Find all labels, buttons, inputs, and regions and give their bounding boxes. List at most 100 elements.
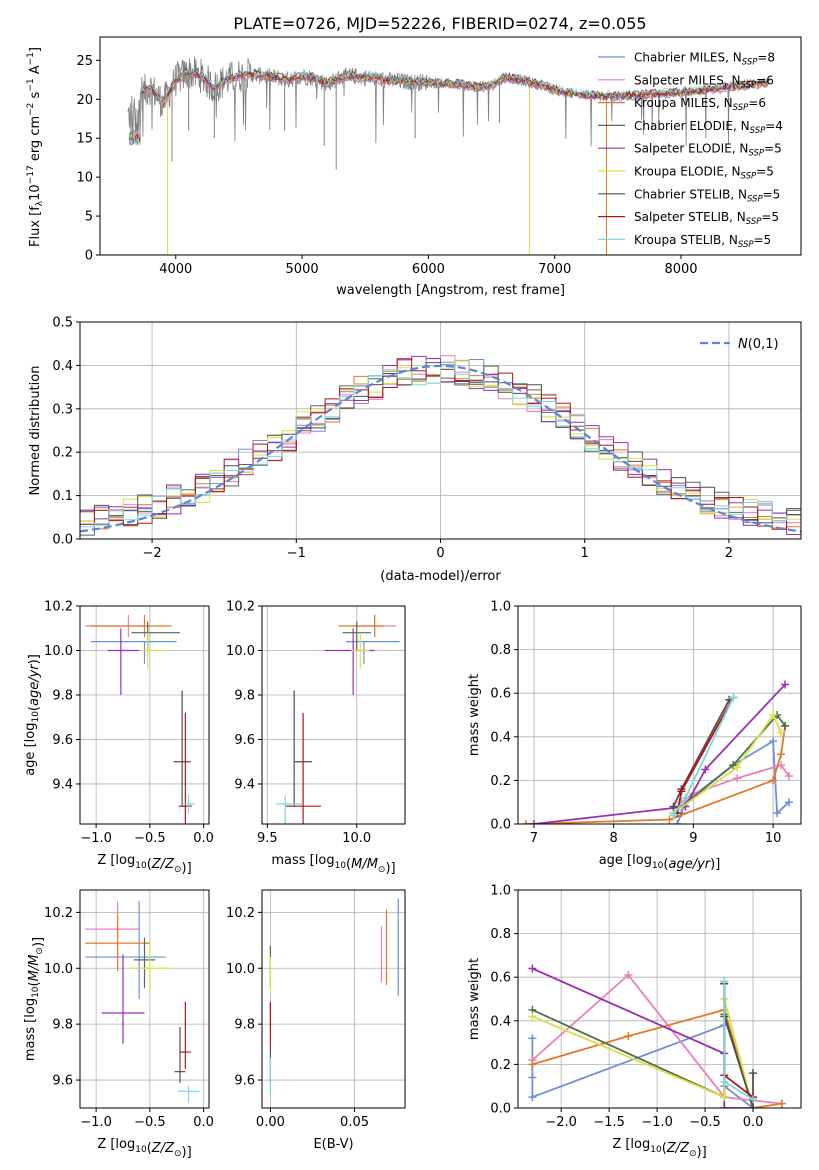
spectrum-legend: Chabrier MILES, NSSP=8 Salpeter MILES, NS… [598,51,783,250]
x-axis-label: mass [log10(M/M⊙)] [271,853,395,876]
figure-title: PLATE=0726, MJD=52226, FIBERID=0274, z=0… [233,14,646,33]
y-tick-label: 9.4 [52,777,73,792]
y-tick-label: 5 [85,210,93,225]
y-tick-label: 0.6 [490,687,511,702]
axes-frame: 4000 5000 6000 7000 8000 0 5 10 15 20 25 [76,36,802,277]
y-axis-label: mass weight [467,958,482,1040]
legend-label: Chabrier STELIB, NSSP=5 [634,187,780,204]
legend-label: Kroupa STELIB, NSSP=5 [634,233,771,250]
axes-frame: 0.00 0.05 9.6 9.8 10.0 10.2 [226,889,406,1130]
histogram-kroupa_stelib [80,364,801,528]
x-axis-label: Z [log10(Z/Z⊙)] [612,1137,706,1160]
y-axis-label: Normed distribution [28,366,43,496]
Z-mass-panel: −1.0 −0.5 0.0 9.6 9.8 10.0 10.2 Z [log10(Z/Z⊙)]… [23,889,214,1160]
errorbar-salpeter_elodie [107,628,141,695]
y-tick-label: 10.0 [226,962,255,977]
y-tick-label: 0.0 [52,533,73,548]
errorbar-chabrier_miles [85,901,166,999]
x-tick-label: 9.5 [257,831,278,846]
legend-label: Salpeter ELODIE, NSSP=5 [634,142,782,159]
y-tick-label: 0.5 [52,316,73,331]
x-tick-label: 4000 [159,262,192,277]
x-tick-label: −1 [287,546,306,561]
legend-label: Kroupa MILES, NSSP=6 [634,96,766,113]
y-tick-label: 20 [76,93,93,108]
y-tick-label: 9.6 [234,1074,255,1089]
errorbar-salpeter_stelib [179,1001,191,1069]
y-axis-label: age [log10(age/yr)] [23,654,42,776]
plot-marks [85,901,200,1103]
x-tick-label: 7000 [538,262,571,277]
errorbar-kroupa_stelib [276,795,304,824]
x-tick-label: −1.0 [80,1115,112,1130]
x-tick-label: −1.5 [593,1115,625,1130]
plot-marks [85,614,196,824]
x-tick-label: −2.0 [545,1115,577,1130]
axes-frame: 7 8 9 10 0.0 0.2 0.4 0.6 0.8 1.0 [490,600,802,846]
errorbar-kroupa_stelib [182,795,196,813]
y-tick-label: 9.8 [234,688,255,703]
y-tick-label: 10 [76,171,93,186]
y-tick-label: 25 [76,54,93,69]
x-tick-label: 8 [610,831,618,846]
y-tick-label: 0.8 [490,643,511,658]
errorbar-kroupa_stelib [177,1085,200,1103]
spectrum-panel: 4000 5000 6000 7000 8000 0 5 10 15 20 25 wavelength… [76,36,802,298]
x-axis-label: E(B-V) [313,1137,353,1152]
x-tick-label: −0.5 [134,831,166,846]
plot-area [262,890,405,1108]
plot-area [518,890,801,1108]
legend-label: Salpeter STELIB, NSSP=5 [634,210,779,227]
y-tick-label: 9.8 [52,688,73,703]
x-tick-label: 0.0 [193,1115,214,1130]
errorbar-salpeter_elodie [101,954,145,1044]
x-tick-label: 0.00 [256,1115,285,1130]
plot-marks [269,898,399,1097]
y-tick-label: 0.2 [490,1058,511,1073]
plot-area [80,606,209,824]
y-tick-label: 0.0 [490,818,511,833]
y-tick-label: 0.4 [490,730,511,745]
errorbar-kroupa_elodie [128,945,172,991]
x-tick-label: 9 [689,831,697,846]
plot-area [518,606,801,824]
weight-series-kroupa_elodie [669,711,786,818]
y-tick-label: 0 [85,249,93,264]
weight-series-kroupa_stelib [669,693,738,820]
legend-label: Chabrier ELODIE, NSSP=4 [634,119,783,136]
legend-label: Kroupa ELODIE, NSSP=5 [634,165,774,182]
legend-label: Chabrier MILES, NSSP=8 [634,51,775,68]
errorbar-chabrier_stelib [173,690,191,807]
model-spectrum-salpeter_elodie [128,68,770,146]
errorbar-salpeter_stelib [178,712,192,824]
x-tick-label: −2 [143,546,162,561]
Z-weight-panel: −2.0 −1.5 −1.0 −0.5 0.0 0.0 0.2 0.4 0.6 0.8 1.0 Z [… [467,884,802,1160]
x-tick-label: −0.5 [134,1115,166,1130]
x-axis-label: wavelength [Angstrom, rest frame] [336,283,565,298]
legend-label: Salpeter MILES, NSSP=6 [634,73,774,90]
y-tick-label: 10.2 [44,600,73,615]
errorbar-chabrier_elodie [342,621,372,651]
x-axis-label: Z [log10(Z/Z⊙)] [97,853,191,876]
errorbar-kroupa_miles [338,614,384,638]
weight-series-salpeter_elodie [529,680,790,824]
errorbar-chabrier_elodie [133,937,156,988]
errorbar-chabrier_miles [346,640,400,664]
y-tick-label: 0.1 [52,489,73,504]
plot-area [80,890,209,1108]
y-tick-label: 10.2 [226,906,255,921]
x-tick-label: 10.0 [342,831,371,846]
residual-histogram-panel: −2 −1 0 1 2 0.0 0.1 0.2 0.3 0.4 0.5 (data-model)/er… [28,316,802,584]
y-tick-label: 1.0 [490,884,511,899]
x-tick-label: 7 [530,831,538,846]
y-tick-label: 10.2 [44,906,73,921]
y-axis-label: mass weight [467,674,482,756]
mass-age-panel: 9.5 10.0 9.4 9.6 9.8 10.0 10.2 mass [log10(M/M⊙… [226,600,406,876]
x-tick-label: 0 [436,546,444,561]
x-tick-label: 0.0 [193,831,214,846]
x-tick-label: 0.0 [743,1115,764,1130]
errorbar-kroupa_elodie [139,632,168,669]
y-tick-label: 0.2 [52,446,73,461]
weight-series-kroupa_stelib [720,977,758,1104]
